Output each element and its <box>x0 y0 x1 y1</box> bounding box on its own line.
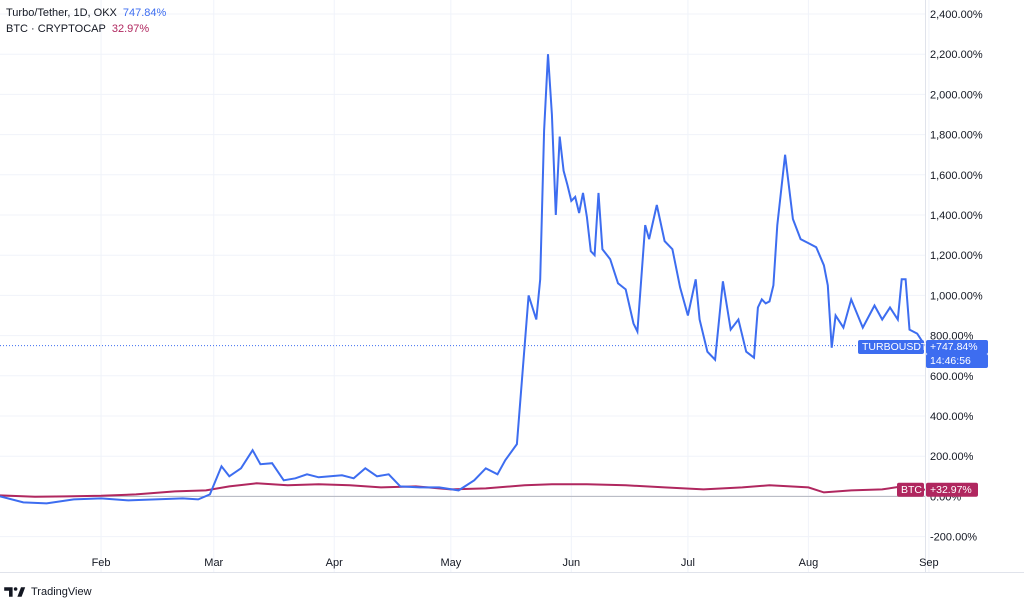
y-tick-label: 600.00% <box>930 371 974 383</box>
y-tick-label: 1,000.00% <box>930 290 983 302</box>
turbo-value-tag-bg <box>926 340 988 354</box>
x-tick-label: Sep <box>919 557 939 569</box>
tradingview-logo-icon <box>4 587 26 597</box>
legend-btc-symbol: BTC · CRYPTOCAP <box>6 23 106 35</box>
price-tags: TURBOUSDT +747.84% 14:46:56 BTC +32.97% <box>858 340 988 497</box>
legend-btc-value: 32.97% <box>111 23 150 35</box>
legend-turbo-value: 747.84% <box>122 7 167 19</box>
x-tick-label: Jul <box>681 557 695 569</box>
x-tick-label: Jun <box>562 557 580 569</box>
legend-turbo[interactable]: Turbo/Tether, 1D, OKX 747.84% <box>6 6 166 20</box>
y-tick-label: 400.00% <box>930 411 974 423</box>
tradingview-branding[interactable]: TradingView <box>4 586 92 598</box>
turbo-time-tag: 14:46:56 <box>930 355 971 367</box>
y-tick-label: 2,200.00% <box>930 49 983 61</box>
turbo-series-line <box>0 54 926 505</box>
y-tick-label: 200.00% <box>930 451 974 463</box>
x-tick-label: Aug <box>799 557 819 569</box>
turbo-time-tag-bg <box>926 354 988 368</box>
y-axis[interactable]: 2,400.00% 2,200.00% 2,000.00% 1,800.00% 1,60… <box>0 0 1024 573</box>
y-tick-label: 1,400.00% <box>930 210 983 222</box>
legend-turbo-symbol: Turbo/Tether, 1D, OKX <box>6 7 117 19</box>
y-tick-label: -200.00% <box>930 532 977 544</box>
btc-value-tag-bg <box>926 482 978 497</box>
tradingview-label: TradingView <box>31 586 92 598</box>
y-tick-label: 800.00% <box>930 331 974 343</box>
turbo-name-tag: TURBOUSDT <box>862 341 928 353</box>
btc-value-tag: +32.97% <box>930 484 972 496</box>
turbo-name-tag-bg <box>858 340 924 354</box>
y-tick-label: 2,400.00% <box>930 9 983 21</box>
btc-name-tag-bg <box>897 482 924 497</box>
y-tick-label: 1,600.00% <box>930 170 983 182</box>
btc-name-tag: BTC <box>901 484 922 496</box>
y-tick-label: 1,800.00% <box>930 130 983 142</box>
legend-btc[interactable]: BTC · CRYPTOCAP 32.97% <box>6 22 149 36</box>
btc-series-line <box>0 482 926 498</box>
turbo-value-tag: +747.84% <box>930 341 978 353</box>
x-tick-label: Apr <box>326 557 343 569</box>
y-tick-label: 1,200.00% <box>930 250 983 262</box>
y-tick-label: 2,000.00% <box>930 89 983 101</box>
x-tick-label: Feb <box>92 557 111 569</box>
x-axis[interactable]: Feb Mar Apr May Jun Jul Aug Sep <box>92 557 939 569</box>
x-tick-label: May <box>440 557 461 569</box>
x-tick-label: Mar <box>204 557 223 569</box>
